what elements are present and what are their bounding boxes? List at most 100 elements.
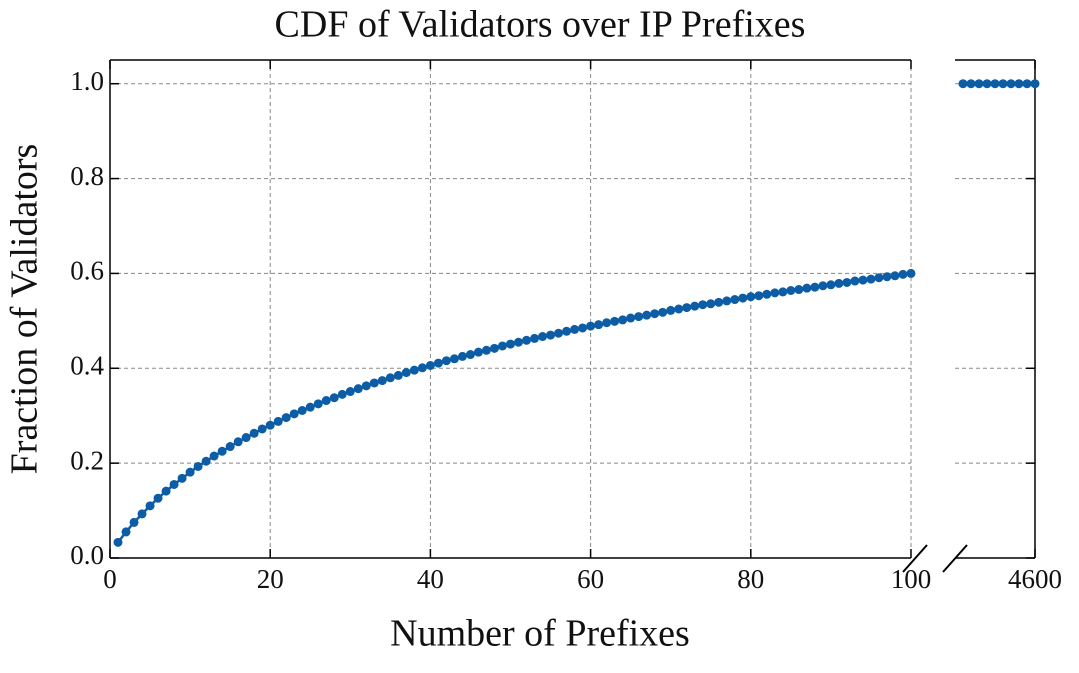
data-point (514, 337, 524, 347)
data-point (113, 537, 123, 547)
x-tick-label: 20 (257, 564, 284, 594)
data-point (898, 269, 908, 279)
data-point (906, 268, 916, 278)
data-point (966, 79, 976, 89)
data-point (858, 275, 868, 285)
data-point (746, 292, 756, 302)
data-point (570, 324, 580, 334)
data-point (265, 420, 275, 430)
data-point (818, 281, 828, 291)
data-point (706, 299, 716, 309)
data-point (121, 527, 131, 537)
data-point (329, 393, 339, 403)
y-axis-label: Fraction of Validators (4, 144, 46, 475)
data-point (481, 345, 491, 355)
data-point (369, 378, 379, 388)
data-point (722, 296, 732, 306)
data-point (674, 304, 684, 314)
data-point (401, 368, 411, 378)
data-point (738, 293, 748, 303)
data-point (982, 79, 992, 89)
data-point (602, 318, 612, 328)
x-tick-label: 40 (417, 564, 444, 594)
data-point (193, 461, 203, 471)
data-point (225, 442, 235, 452)
data-point (153, 493, 163, 503)
data-point (313, 399, 323, 409)
data-point (958, 79, 968, 89)
x-axis-label: Number of Prefixes (390, 613, 690, 655)
data-point (489, 343, 499, 353)
data-point (361, 381, 371, 391)
data-point (890, 271, 900, 281)
data-point (353, 384, 363, 394)
data-point (321, 396, 331, 406)
data-point (449, 354, 459, 364)
data-point (730, 295, 740, 305)
data-point (850, 276, 860, 286)
data-point (990, 79, 1000, 89)
data-point (257, 424, 267, 434)
data-point (177, 473, 187, 483)
data-point (281, 413, 291, 423)
data-point (610, 316, 620, 326)
data-point (1030, 79, 1040, 89)
data-point (433, 358, 443, 368)
data-point (497, 341, 507, 351)
y-tick-label: 0.8 (70, 161, 104, 191)
x-tick-label: 60 (577, 564, 604, 594)
data-point (658, 307, 668, 317)
x-tick-label: 4600 (1008, 564, 1062, 594)
x-tick-label: 100 (891, 564, 932, 594)
data-point (209, 451, 219, 461)
data-point (642, 310, 652, 320)
data-point (465, 350, 475, 360)
data-point (129, 517, 139, 527)
data-point (546, 330, 556, 340)
data-point (538, 332, 548, 342)
data-point (698, 300, 708, 310)
data-point (786, 286, 796, 296)
data-point (425, 360, 435, 370)
data-point (866, 274, 876, 284)
data-point (530, 333, 540, 343)
data-point (842, 277, 852, 287)
y-tick-label: 0.6 (70, 256, 104, 286)
data-point (337, 389, 347, 399)
data-point (473, 347, 483, 357)
data-point (666, 305, 676, 315)
data-point (562, 326, 572, 336)
x-tick-label: 0 (103, 564, 117, 594)
data-point (714, 297, 724, 307)
data-point (634, 312, 644, 322)
data-point (594, 320, 604, 330)
data-point (826, 280, 836, 290)
data-point (137, 509, 147, 519)
data-point (778, 287, 788, 297)
data-point (998, 79, 1008, 89)
data-point (874, 273, 884, 283)
data-point (249, 428, 259, 438)
chart-title: CDF of Validators over IP Prefixes (275, 4, 806, 46)
data-point (441, 356, 451, 366)
data-point (273, 416, 283, 426)
data-point (762, 289, 772, 299)
y-tick-label: 0.0 (70, 540, 104, 570)
data-point (145, 501, 155, 511)
data-point (217, 446, 227, 456)
data-point (794, 285, 804, 295)
data-point (385, 373, 395, 383)
data-point (417, 363, 427, 373)
data-point (974, 79, 984, 89)
data-point (1014, 79, 1024, 89)
data-point (586, 321, 596, 331)
data-point (161, 486, 171, 496)
data-point (578, 323, 588, 333)
y-tick-label: 0.2 (70, 445, 104, 475)
data-point (297, 405, 307, 415)
data-point (305, 402, 315, 412)
data-point (169, 479, 179, 489)
data-point (882, 272, 892, 282)
data-point (1022, 79, 1032, 89)
